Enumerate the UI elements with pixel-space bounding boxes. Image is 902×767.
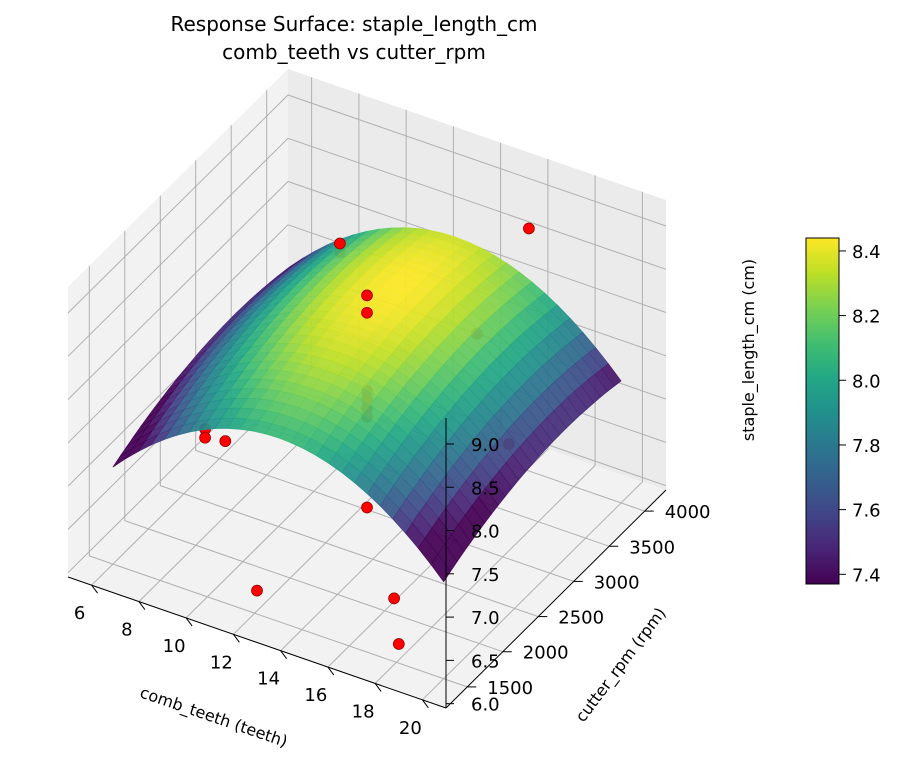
colorbar: 7.4 7.6 7.8 8.0 8.2 8.4 xyxy=(805,237,881,586)
colorbar-tick-label: 7.6 xyxy=(852,501,881,522)
x-tick-mark xyxy=(91,584,99,594)
y-tick-label: 3500 xyxy=(629,537,675,558)
colorbar-tick-label: 7.4 xyxy=(852,565,881,586)
z-grid-line xyxy=(67,94,667,314)
x-tick-mark xyxy=(374,683,382,692)
x-axis-line xyxy=(67,576,447,709)
plot-data xyxy=(112,222,622,650)
chart-title: Response Surface: staple_length_cm xyxy=(170,12,538,36)
x-tick-label: 8 xyxy=(121,620,132,641)
x-tick-mark xyxy=(185,617,193,627)
colorbar-gradient xyxy=(805,237,840,585)
z-grid-line xyxy=(67,180,667,400)
x-tick-mark xyxy=(327,666,335,676)
axis-ticks: 6 8 10 12 14 16 18 20 1500 2000 2500 3000 3500 4000 6.… xyxy=(67,418,711,739)
z-tick-label: 7.5 xyxy=(471,565,500,586)
z-tick-label: 8.5 xyxy=(471,478,500,499)
data-point xyxy=(361,306,373,319)
x-tick-label: 12 xyxy=(210,652,233,673)
x-tick-label: 16 xyxy=(304,685,327,706)
colorbar-tick-label: 8.0 xyxy=(852,371,881,392)
y-tick-label: 3000 xyxy=(594,572,640,593)
data-point xyxy=(251,584,263,597)
x-axis-label: comb_teeth (teeth) xyxy=(137,683,290,752)
z-tick-label: 6.0 xyxy=(471,695,500,716)
z-grid-line xyxy=(67,137,667,357)
data-point xyxy=(361,501,373,514)
y-grid-line xyxy=(159,195,539,618)
z-tick-label: 6.5 xyxy=(471,651,500,672)
y-axis-line xyxy=(445,489,667,709)
data-point xyxy=(388,592,400,605)
data-point xyxy=(219,435,232,447)
y-tick-label: 2500 xyxy=(558,608,604,629)
colorbar-tick-label: 8.2 xyxy=(852,307,881,328)
x-grid-line xyxy=(422,191,643,701)
x-tick-label: 6 xyxy=(74,603,85,624)
y-grid-line xyxy=(124,230,503,653)
x-grid-line xyxy=(327,159,549,668)
data-point xyxy=(361,289,373,302)
z-axis-label: staple_length_cm (cm) xyxy=(739,259,759,441)
x-tick-label: 18 xyxy=(352,701,375,722)
data-point xyxy=(199,431,211,444)
y-tick-label: 1500 xyxy=(487,678,533,699)
y-tick-label: 4000 xyxy=(665,502,711,523)
z-tick-label: 8.0 xyxy=(471,522,500,543)
data-point xyxy=(334,237,346,250)
data-point xyxy=(523,222,535,235)
colorbar-tick-label: 8.4 xyxy=(852,242,881,263)
colorbar-tick-label: 7.8 xyxy=(852,436,881,457)
x-tick-mark xyxy=(138,601,146,610)
y-grid-line xyxy=(88,265,468,688)
x-tick-mark xyxy=(421,699,429,709)
colorbar-ticks: 7.4 7.6 7.8 8.0 8.2 8.4 xyxy=(839,242,881,586)
data-point xyxy=(392,638,405,650)
x-grid-line xyxy=(374,175,596,684)
y-tick-label: 2000 xyxy=(523,643,569,664)
left-pane xyxy=(68,69,288,577)
x-tick-label: 10 xyxy=(163,636,186,657)
x-tick-label: 20 xyxy=(399,718,422,739)
z-tick-label: 9.0 xyxy=(471,435,500,456)
surface-patch xyxy=(112,448,133,468)
x-tick-mark xyxy=(232,634,240,643)
x-tick-mark xyxy=(280,650,288,659)
chart-subtitle: comb_teeth vs cutter_rpm xyxy=(222,40,486,64)
x-tick-label: 14 xyxy=(257,669,280,690)
z-tick-label: 7.0 xyxy=(471,608,500,629)
